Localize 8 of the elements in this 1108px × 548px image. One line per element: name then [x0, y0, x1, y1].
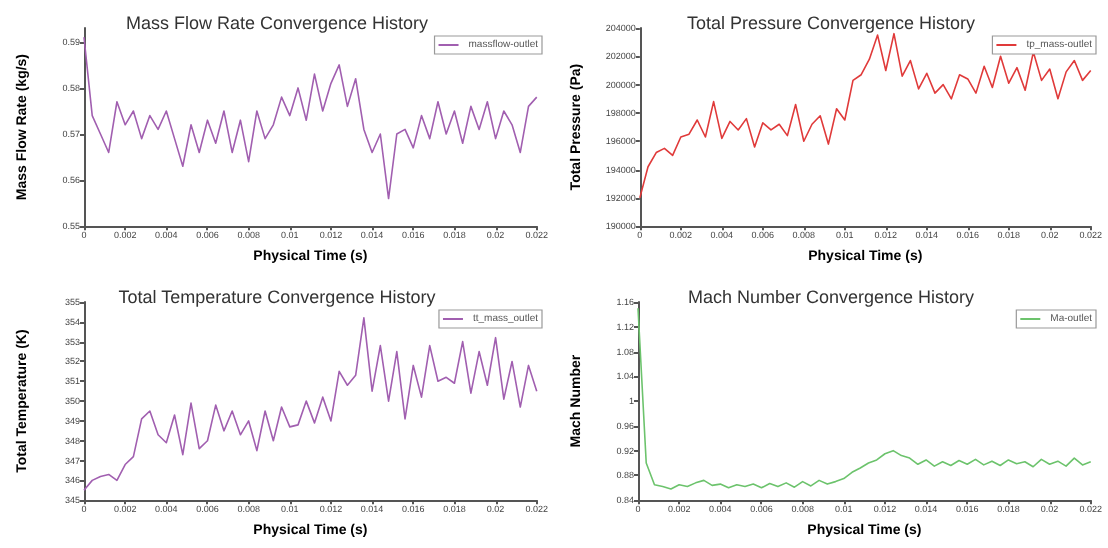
chart-title: Total Temperature Convergence History [118, 287, 437, 307]
line-series [83, 36, 538, 200]
chart-title: Mach Number Convergence History [687, 287, 976, 307]
line-series [637, 307, 1092, 490]
chart-title: Mass Flow Rate Convergence History [125, 13, 430, 33]
line-series [639, 32, 1092, 199]
chart-title: Total Pressure Convergence History [686, 13, 977, 33]
line-series [83, 317, 538, 492]
